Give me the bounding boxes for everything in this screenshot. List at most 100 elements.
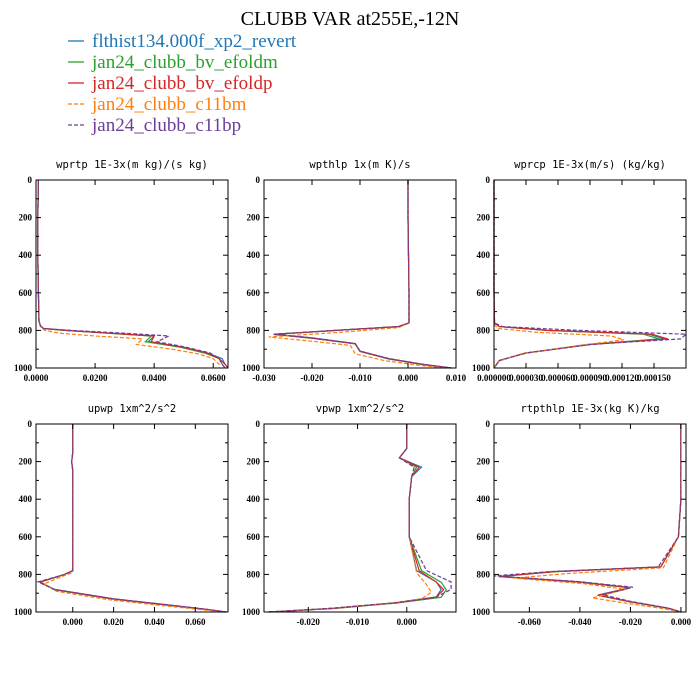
series-line xyxy=(273,180,452,369)
y-tick-label: 800 xyxy=(477,325,491,335)
y-tick-label: 400 xyxy=(19,250,33,260)
y-tick-label: 200 xyxy=(477,213,491,223)
legend-item: jan24_clubb_bv_efoldp xyxy=(68,73,272,94)
y-tick-label: 200 xyxy=(19,457,33,467)
panel-title: wpthlp 1x(m K)/s xyxy=(309,159,410,171)
chart-panel: upwp 1xm^2/s^2 0 200 400 600 800 1000 0.000 0.02… xyxy=(14,403,229,627)
series-line xyxy=(268,424,442,613)
series-line xyxy=(268,424,447,613)
x-tick-label: 0.000120 xyxy=(605,373,639,383)
legend-label: jan24_clubb_c11bm xyxy=(91,94,247,115)
chart-panel: wprtp 1E-3x(m kg)/(s kg) 0 200 400 600 800 100… xyxy=(14,159,229,383)
y-tick-label: 600 xyxy=(19,532,33,542)
series-line xyxy=(36,424,227,613)
legend-item: jan24_clubb_c11bm xyxy=(68,94,247,115)
x-tick-label: 0.020 xyxy=(103,617,124,627)
x-tick-label: 0.000 xyxy=(397,617,418,627)
y-tick-label: 400 xyxy=(477,250,491,260)
plot-frame xyxy=(35,179,229,369)
series-line xyxy=(37,179,229,369)
x-tick-label: -0.030 xyxy=(252,373,276,383)
series-line xyxy=(273,180,452,369)
x-tick-label: 0.0400 xyxy=(142,373,167,383)
legend-label: jan24_clubb_bv_efoldm xyxy=(91,52,278,73)
x-tick-label: -0.020 xyxy=(300,373,324,383)
series-line xyxy=(37,179,226,369)
series-line xyxy=(37,179,229,369)
figure-title: CLUBB VAR at255E,-12N xyxy=(241,8,460,30)
panel-title: upwp 1xm^2/s^2 xyxy=(88,403,177,415)
x-tick-label: 0.000150 xyxy=(637,373,671,383)
y-tick-label: 1000 xyxy=(472,607,491,617)
x-tick-label: 0.0600 xyxy=(201,373,226,383)
chart-panel: wpthlp 1x(m K)/s 0 200 400 600 800 1000-0.030 -… xyxy=(242,159,467,383)
y-tick-label: 800 xyxy=(247,569,261,579)
y-tick-label: 0 xyxy=(28,419,33,429)
x-tick-label: -0.010 xyxy=(348,373,372,383)
series-line xyxy=(268,424,452,613)
series-line xyxy=(38,424,227,613)
y-tick-label: 400 xyxy=(477,494,491,504)
x-tick-label: 0.0000 xyxy=(24,373,49,383)
series-line xyxy=(273,180,452,369)
series-line xyxy=(493,180,665,369)
series-line xyxy=(499,424,682,613)
legend-label: jan24_clubb_bv_efoldp xyxy=(91,73,272,94)
y-tick-label: 0 xyxy=(486,175,491,185)
y-tick-label: 800 xyxy=(477,569,491,579)
chart-panel: vpwp 1xm^2/s^2 0 200 400 600 800 1000 -0.020 -0.… xyxy=(242,403,457,627)
legend-label: jan24_clubb_c11bp xyxy=(91,115,241,136)
x-tick-label: 0.000 xyxy=(398,373,419,383)
series-line xyxy=(268,424,445,613)
panel-title: wprcp 1E-3x(m/s) (kg/kg) xyxy=(514,159,666,171)
series-line xyxy=(42,424,224,613)
x-tick-label: 0.040 xyxy=(144,617,165,627)
panels: wprtp 1E-3x(m kg)/(s kg) 0 200 400 600 800 100… xyxy=(14,159,692,627)
y-tick-label: 600 xyxy=(19,288,33,298)
series-line xyxy=(493,424,682,613)
y-tick-label: 0 xyxy=(28,175,33,185)
series-line xyxy=(268,180,447,369)
y-tick-label: 800 xyxy=(19,569,33,579)
x-tick-label: 0.060 xyxy=(185,617,206,627)
y-tick-label: 400 xyxy=(19,494,33,504)
x-tick-label: -0.020 xyxy=(619,617,643,627)
y-tick-label: 600 xyxy=(247,288,261,298)
legend-item: flthist134.000f_xp2_revert xyxy=(68,31,297,52)
y-tick-label: 0 xyxy=(486,419,491,429)
x-tick-label: -0.020 xyxy=(297,617,321,627)
chart-panel: wprcp 1E-3x(m/s) (kg/kg) 0 200 400 600 800 100… xyxy=(472,159,688,383)
y-tick-label: 200 xyxy=(247,457,261,467)
x-tick-label: 0.0200 xyxy=(83,373,108,383)
y-tick-label: 400 xyxy=(247,250,261,260)
legend: flthist134.000f_xp2_revertjan24_clubb_bv… xyxy=(68,31,297,136)
legend-label: flthist134.000f_xp2_revert xyxy=(92,31,297,52)
legend-item: jan24_clubb_c11bp xyxy=(68,115,241,136)
y-tick-label: 400 xyxy=(247,494,261,504)
y-tick-label: 0 xyxy=(256,419,261,429)
y-tick-label: 800 xyxy=(247,325,261,335)
x-tick-label: 0.010 xyxy=(446,373,467,383)
y-tick-label: 1000 xyxy=(14,607,33,617)
x-tick-label: 0.000030 xyxy=(509,373,543,383)
y-tick-label: 600 xyxy=(477,532,491,542)
series-line xyxy=(37,179,226,369)
series-line xyxy=(493,180,660,369)
plot-frame xyxy=(35,423,229,613)
chart-panel: rtpthlp 1E-3x(kg K)/kg 0 200 400 600 800 1000 -… xyxy=(472,403,692,627)
x-tick-label: 0.000060 xyxy=(541,373,575,383)
x-tick-label: 0.000000 xyxy=(477,373,511,383)
y-tick-label: 800 xyxy=(19,325,33,335)
legend-item: jan24_clubb_bv_efoldm xyxy=(68,52,278,73)
plot-frame xyxy=(263,423,457,613)
y-tick-label: 0 xyxy=(256,175,261,185)
y-tick-label: 1000 xyxy=(242,363,261,373)
series-line xyxy=(268,424,433,613)
series-line xyxy=(37,179,220,368)
x-tick-label: 0.000 xyxy=(671,617,692,627)
panel-title: wprtp 1E-3x(m kg)/(s kg) xyxy=(56,159,208,171)
x-tick-label: 0.000 xyxy=(63,617,84,627)
series-line xyxy=(273,180,452,369)
series-line xyxy=(38,424,227,613)
